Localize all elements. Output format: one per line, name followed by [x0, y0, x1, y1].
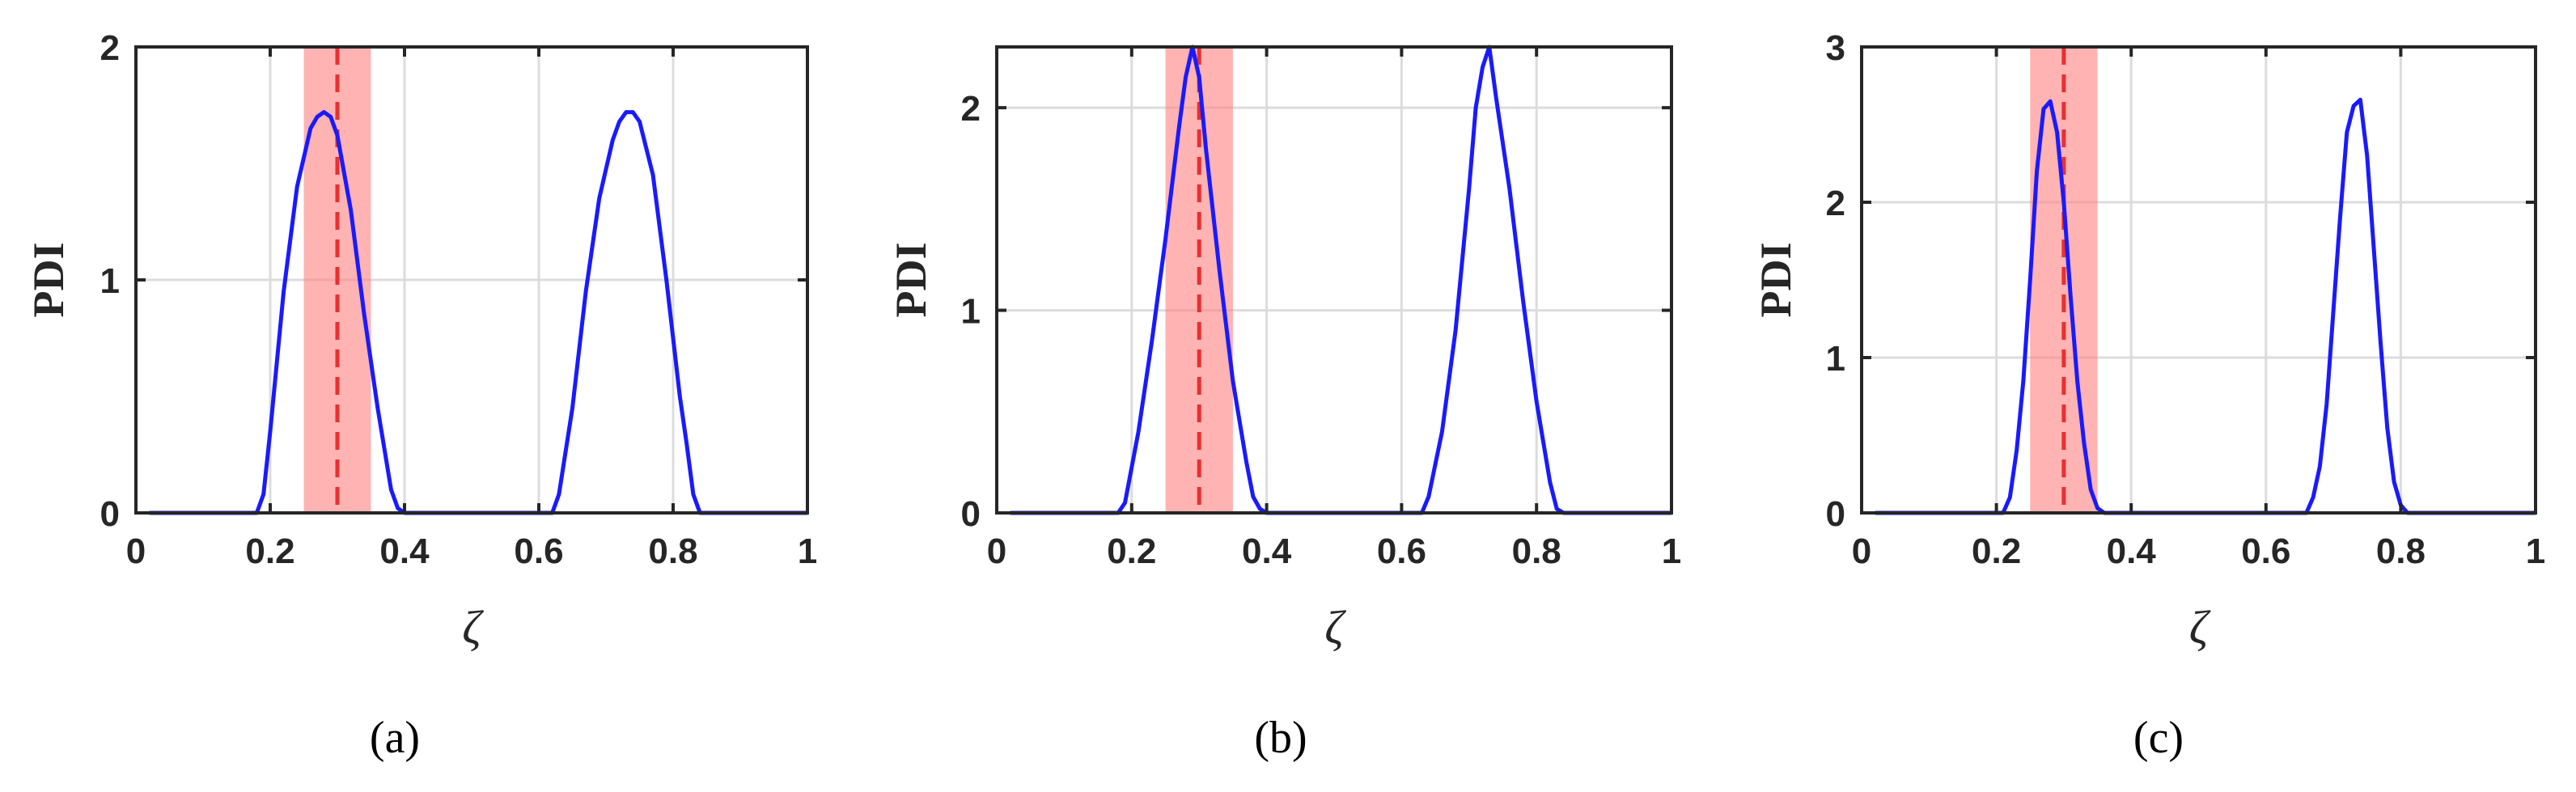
- x-tick-label: 0.6: [514, 532, 563, 571]
- y-axis-label: PDI: [24, 243, 73, 318]
- x-tick-label: 0.2: [1107, 532, 1156, 571]
- x-tick-label: 0.4: [1242, 532, 1292, 571]
- x-tick-label: 0.6: [1377, 532, 1426, 571]
- y-axis-label: PDI: [887, 243, 935, 318]
- x-axis-label: ζ: [462, 601, 484, 654]
- axes-frame: [995, 45, 1673, 515]
- x-axis-label: ζ: [2189, 601, 2211, 654]
- x-tick-label: 0.8: [1512, 532, 1561, 571]
- x-tick-label: 0.6: [2241, 532, 2290, 571]
- x-axis-label: ζ: [1324, 601, 1346, 654]
- pdi-curve: [1010, 44, 1671, 515]
- pdi-curve: [149, 110, 807, 515]
- y-axis-label: PDI: [1752, 243, 1800, 318]
- y-tick-label: 0: [961, 494, 981, 534]
- y-tick-label: 1: [100, 261, 120, 301]
- x-tick-label: 0: [1852, 532, 1871, 571]
- y-tick-label: 2: [1826, 184, 1845, 223]
- x-tick-label: 0.2: [245, 532, 294, 571]
- panel-label: (a): [370, 713, 420, 763]
- pdi-curve: [1875, 97, 2536, 515]
- axes-frame: [1860, 45, 2537, 515]
- x-tick-label: 0: [987, 532, 1006, 571]
- x-tick-label: 1: [2526, 532, 2545, 571]
- x-tick-label: 0.2: [1972, 532, 2021, 571]
- y-tick-label: 0: [1826, 494, 1845, 534]
- x-tick-label: 1: [798, 532, 817, 571]
- panel-label: (b): [1254, 713, 1307, 763]
- y-tick-label: 2: [961, 89, 981, 129]
- x-tick-label: 1: [1662, 532, 1681, 571]
- x-tick-label: 0.8: [2376, 532, 2426, 571]
- y-tick-label: 1: [961, 292, 981, 332]
- x-tick-label: 0.4: [2107, 532, 2157, 571]
- y-tick-label: 3: [1826, 28, 1845, 68]
- x-tick-label: 0.8: [648, 532, 697, 571]
- x-tick-label: 0.4: [379, 532, 430, 571]
- y-tick-label: 2: [100, 28, 120, 68]
- chart-panel: 0 0.2 0.4 0.6 0.8 1 0 1 2 ζ PDI (b): [887, 44, 1681, 763]
- panel-label: (c): [2133, 713, 2184, 763]
- chart-panel: 0 0.2 0.4 0.6 0.8 1 0 1 2 ζ PDI (a): [24, 28, 817, 763]
- x-tick-label: 0: [126, 532, 146, 571]
- y-tick-label: 0: [100, 494, 120, 534]
- y-tick-label: 1: [1826, 339, 1845, 379]
- chart-panel: 0 0.2 0.4 0.6 0.8 1 0 1 2 3 ζ PDI (c): [1752, 28, 2545, 763]
